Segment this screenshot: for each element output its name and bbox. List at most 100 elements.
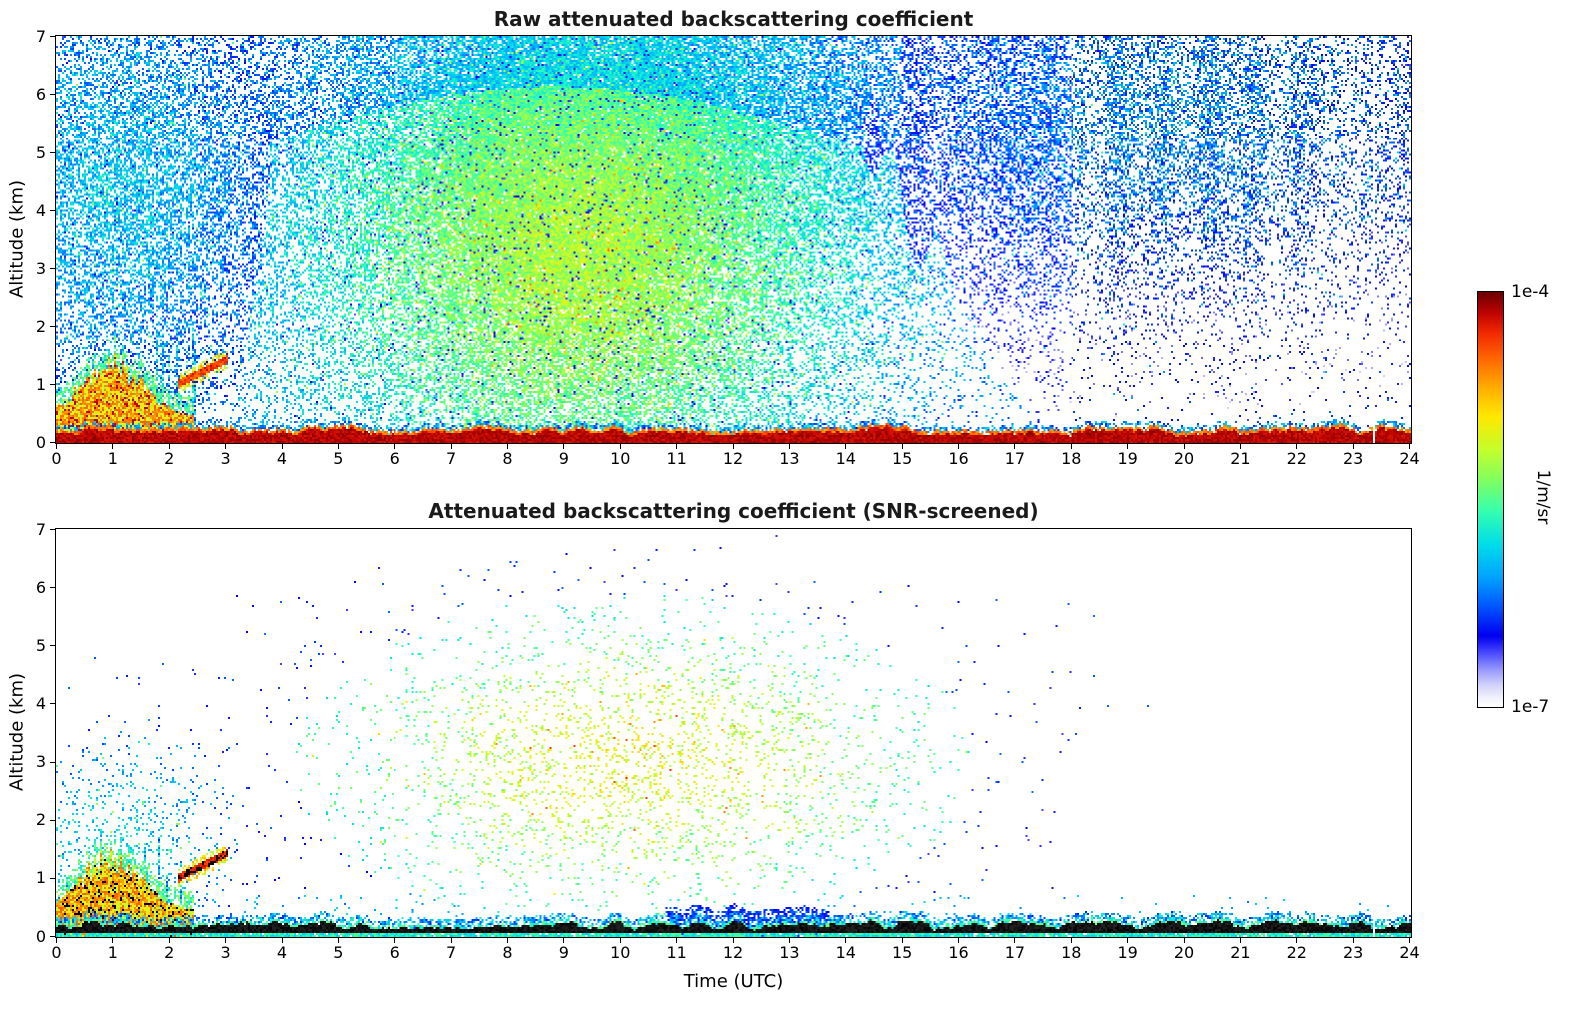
x-tick-mark — [1127, 938, 1129, 943]
x-tick-mark — [337, 938, 339, 943]
x-tick-label: 20 — [1173, 449, 1195, 468]
x-tick-mark — [168, 444, 170, 449]
x-tick-mark — [958, 444, 959, 449]
x-tick-mark — [1070, 938, 1072, 943]
x-tick-label: 1 — [107, 449, 118, 468]
x-tick-label: 13 — [779, 449, 800, 468]
x-tick-label: 15 — [891, 449, 913, 468]
panel-screened-title: Attenuated backscattering coefficient (S… — [428, 499, 1039, 523]
x-tick-label: 17 — [1004, 449, 1026, 468]
x-tick-mark — [845, 444, 847, 449]
x-tick-label: 11 — [666, 449, 687, 468]
y-tick-label: 7 — [35, 519, 46, 539]
colorbar-gradient-canvas — [1478, 292, 1503, 707]
x-tick-label: 6 — [389, 449, 400, 468]
y-tick-label: 7 — [35, 26, 46, 46]
x-tick-mark — [845, 938, 847, 943]
x-tick-label: 24 — [1399, 449, 1420, 468]
panel-raw-heatmap-canvas — [56, 36, 1411, 443]
x-tick-mark — [619, 444, 621, 449]
x-tick-label: 20 — [1173, 943, 1195, 962]
x-tick-mark — [1127, 444, 1129, 449]
x-axis-label: Time (UTC) — [683, 971, 784, 992]
panel-screened-heatmap-canvas — [56, 529, 1411, 937]
x-tick-label: 5 — [333, 943, 344, 962]
x-tick-label: 13 — [779, 943, 800, 962]
x-tick-mark — [732, 444, 734, 449]
x-tick-label: 9 — [558, 943, 569, 962]
x-tick-mark — [1239, 938, 1241, 943]
x-tick-mark — [1352, 938, 1354, 943]
x-tick-label: 4 — [276, 943, 288, 962]
x-tick-mark — [1409, 444, 1410, 449]
x-tick-mark — [1070, 444, 1072, 449]
x-tick-label: 22 — [1286, 449, 1307, 468]
x-tick-mark — [788, 444, 790, 449]
y-tick-label: 6 — [35, 577, 46, 597]
x-tick-label: 3 — [220, 449, 231, 468]
x-tick-label: 17 — [1004, 943, 1026, 962]
x-tick-mark — [958, 938, 959, 943]
x-tick-mark — [450, 938, 452, 943]
colorbar-min-label: 1e-7 — [1511, 697, 1550, 717]
x-tick-label: 8 — [502, 449, 513, 468]
x-tick-label: 4 — [276, 449, 288, 468]
x-tick-label: 2 — [164, 943, 175, 962]
x-tick-mark — [1183, 444, 1185, 449]
x-tick-label: 19 — [1117, 449, 1138, 468]
x-tick-label: 3 — [220, 943, 231, 962]
x-tick-mark — [281, 938, 283, 943]
y-tick-label: 0 — [35, 926, 46, 946]
x-tick-mark — [394, 444, 396, 449]
x-tick-label: 12 — [722, 449, 744, 468]
x-tick-label: 8 — [502, 943, 513, 962]
x-tick-mark — [1352, 444, 1354, 449]
x-tick-mark — [394, 938, 396, 943]
x-tick-mark — [619, 938, 621, 943]
x-tick-label: 0 — [51, 449, 62, 468]
x-tick-mark — [1296, 938, 1298, 943]
x-tick-mark — [112, 938, 114, 943]
x-tick-mark — [507, 444, 508, 449]
colorbar-max-label: 1e-4 — [1511, 282, 1550, 302]
x-tick-mark — [112, 444, 114, 449]
x-tick-mark — [225, 444, 227, 449]
x-tick-label: 10 — [610, 449, 631, 468]
x-tick-label: 18 — [1061, 449, 1082, 468]
x-tick-label: 15 — [891, 943, 913, 962]
x-tick-mark — [732, 938, 734, 943]
y-tick-label: 6 — [35, 84, 46, 104]
y-tick-label: 1 — [35, 868, 46, 888]
x-tick-label: 21 — [1230, 943, 1251, 962]
x-tick-mark — [676, 444, 678, 449]
x-tick-label: 14 — [835, 449, 856, 468]
x-tick-mark — [1014, 938, 1016, 943]
x-tick-mark — [901, 938, 903, 943]
x-tick-label: 19 — [1117, 943, 1138, 962]
x-tick-label: 22 — [1286, 943, 1307, 962]
x-tick-mark — [1183, 938, 1185, 943]
x-tick-label: 11 — [666, 943, 687, 962]
y-tick-label: 5 — [35, 635, 46, 655]
x-tick-mark — [901, 444, 903, 449]
x-tick-label: 16 — [948, 943, 969, 962]
x-tick-label: 12 — [722, 943, 744, 962]
x-tick-label: 21 — [1230, 449, 1251, 468]
x-tick-label: 9 — [558, 449, 569, 468]
panel-raw-title: Raw attenuated backscattering coefficien… — [493, 7, 974, 31]
x-tick-mark — [168, 938, 170, 943]
x-tick-label: 1 — [107, 943, 118, 962]
x-tick-mark — [56, 938, 57, 943]
x-tick-mark — [56, 444, 57, 449]
x-tick-mark — [563, 444, 565, 449]
x-tick-label: 2 — [164, 449, 175, 468]
x-tick-label: 14 — [835, 943, 856, 962]
x-tick-mark — [1409, 938, 1410, 943]
x-tick-label: 5 — [333, 449, 344, 468]
x-tick-mark — [1014, 444, 1016, 449]
x-tick-label: 16 — [948, 449, 969, 468]
x-tick-mark — [281, 444, 283, 449]
x-tick-mark — [563, 938, 565, 943]
x-tick-mark — [507, 938, 508, 943]
colorbar — [1477, 291, 1504, 708]
